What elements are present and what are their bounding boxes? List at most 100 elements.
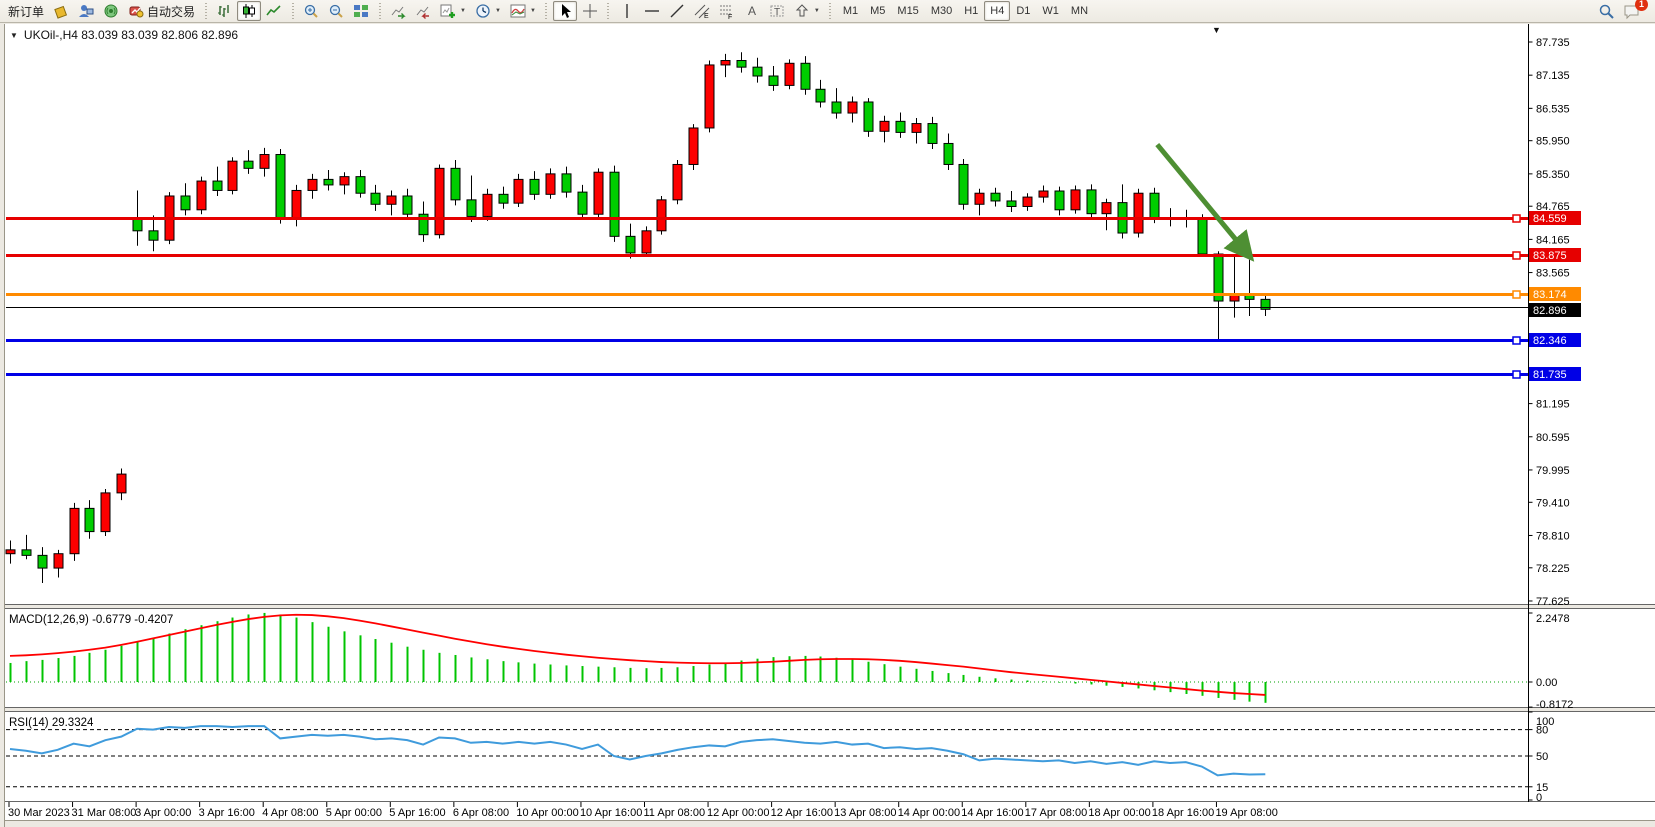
candle-up [291, 189, 302, 219]
chart-canvas[interactable]: 87.735 87.135 86.535 85.950 85.350 84.765 84.1… [0, 24, 1655, 827]
toolbar-grip [203, 3, 209, 19]
candle-down [577, 191, 588, 215]
rsi-axis-label: 50 [1536, 751, 1548, 763]
candle-up [1101, 202, 1112, 215]
text-button[interactable]: A [740, 1, 764, 21]
alerts-button[interactable] [99, 1, 123, 21]
autotrade-label: 自动交易 [147, 4, 196, 19]
timeframe-m15[interactable]: M15 [897, 5, 919, 17]
market-watch-button[interactable] [49, 1, 73, 21]
new-order-button[interactable]: 新订单 [4, 1, 48, 21]
autotrading-icon [129, 6, 144, 18]
comments-button[interactable]: 1 [1623, 0, 1648, 20]
trend-arrow[interactable] [1155, 142, 1255, 262]
price-badge [1529, 367, 1581, 381]
candle-down [863, 101, 874, 132]
line-chart-button[interactable] [262, 1, 286, 21]
candle-down [1244, 295, 1255, 300]
timeframe-w1[interactable]: W1 [1042, 5, 1059, 17]
chart-shift-icon [416, 6, 430, 19]
crosshair-button[interactable] [578, 1, 602, 21]
indicators-button[interactable]: ▼ [506, 1, 540, 21]
time-axis[interactable]: 30 Mar 2023 31 Mar 08:003 Apr 00:00 3 Apr … [8, 802, 1278, 819]
chart-menu-marker-icon[interactable]: ▼ [10, 30, 18, 40]
market-watch-icon [54, 5, 68, 19]
time-axis-label: 17 Apr 08:00 [1025, 807, 1087, 819]
candle-down [752, 66, 763, 77]
toolbar-grip [543, 3, 549, 19]
timeframe-m5[interactable]: M5 [870, 5, 886, 17]
candle-up [307, 178, 318, 191]
new-chart-button[interactable]: ▼ [436, 1, 470, 21]
vertical-line-button[interactable] [615, 1, 639, 21]
toolbar-grip [377, 3, 383, 19]
candle-down [768, 75, 779, 86]
price-badge-label: 83.875 [1533, 250, 1567, 262]
pane-splitter[interactable] [0, 708, 1655, 711]
hline-handle [1512, 251, 1521, 260]
tile-windows-button[interactable] [349, 1, 373, 21]
horizontal-line-icon [644, 10, 659, 12]
price-tick-label: 85.950 [1536, 136, 1570, 148]
candle-up [847, 101, 858, 114]
price-badge [1529, 248, 1581, 262]
indicators-icon [510, 4, 526, 18]
bar-chart-icon [218, 5, 229, 17]
cursor-button[interactable] [552, 1, 577, 21]
zoom-in-button[interactable] [299, 1, 323, 21]
channel-button[interactable]: E [690, 1, 714, 21]
chart-shift-marker-icon[interactable]: ▼ [1212, 25, 1221, 35]
horizontal-line-button[interactable] [640, 1, 664, 21]
candle-down [1054, 190, 1065, 211]
periods-button[interactable]: ▼ [471, 1, 505, 21]
price-badge-label: 82.896 [1533, 305, 1567, 317]
arrows-button[interactable]: ▼ [790, 1, 824, 21]
rsi-pane: RSI(14) 29.3324 [6, 717, 1528, 788]
candle-up [879, 120, 890, 132]
price-axis[interactable]: 87.735 87.135 86.535 85.950 85.350 84.765 84.1… [1528, 37, 1582, 804]
candle-down [370, 192, 381, 205]
timeframe-mn[interactable]: MN [1070, 5, 1089, 17]
zoom-out-button[interactable] [324, 1, 348, 21]
rsi-line [9, 725, 1266, 777]
chart-shift-button[interactable] [411, 1, 435, 21]
accounts-button[interactable] [74, 1, 98, 21]
notification-badge: 1 [1635, 0, 1648, 11]
candle-down [84, 507, 95, 533]
bar-chart-button[interactable] [212, 1, 236, 21]
timeframe-m1[interactable]: M1 [842, 5, 859, 17]
candle-down [800, 62, 811, 90]
candle-down [212, 180, 223, 191]
candle-down [21, 549, 32, 556]
timeframe-d1[interactable]: D1 [1016, 5, 1031, 17]
candle-up [339, 176, 350, 186]
window-frame-bottom [0, 820, 1655, 827]
timeframe-h4[interactable]: H4 [984, 1, 1011, 21]
time-axis-label: 14 Apr 16:00 [961, 807, 1023, 819]
trendline-icon [670, 4, 684, 18]
price-tick-label: 85.350 [1536, 169, 1570, 181]
pane-splitter[interactable] [0, 605, 1655, 608]
candle-down [815, 88, 826, 103]
autotrade-button[interactable]: 自动交易 [124, 1, 199, 21]
time-axis-label: 30 Mar 2023 [8, 807, 70, 819]
new-chart-icon [440, 4, 456, 18]
tile-windows-icon [354, 5, 369, 17]
search-icon[interactable] [1598, 3, 1615, 20]
fibonacci-button[interactable]: F [715, 1, 739, 21]
candle-up [974, 192, 985, 205]
chart-window[interactable]: 87.735 87.135 86.535 85.950 85.350 84.765 84.1… [0, 24, 1655, 827]
hline-handle [1512, 370, 1521, 379]
timeframe-h1[interactable]: H1 [964, 5, 979, 17]
macd-pane: MACD(12,26,9) -0.6779 -0.4207 [6, 612, 1528, 703]
timeframe-m30[interactable]: M30 [930, 5, 953, 17]
candle-down [1197, 217, 1208, 255]
toolbar-grip [605, 3, 611, 19]
text-label-icon: T [770, 5, 784, 18]
auto-scroll-button[interactable] [386, 1, 410, 21]
text-label-button[interactable]: T [765, 1, 789, 21]
time-axis-label: 10 Apr 16:00 [580, 807, 642, 819]
candlestick-button[interactable] [237, 1, 262, 21]
trendline-button[interactable] [665, 1, 689, 21]
time-axis-label: 3 Apr 16:00 [199, 807, 255, 819]
